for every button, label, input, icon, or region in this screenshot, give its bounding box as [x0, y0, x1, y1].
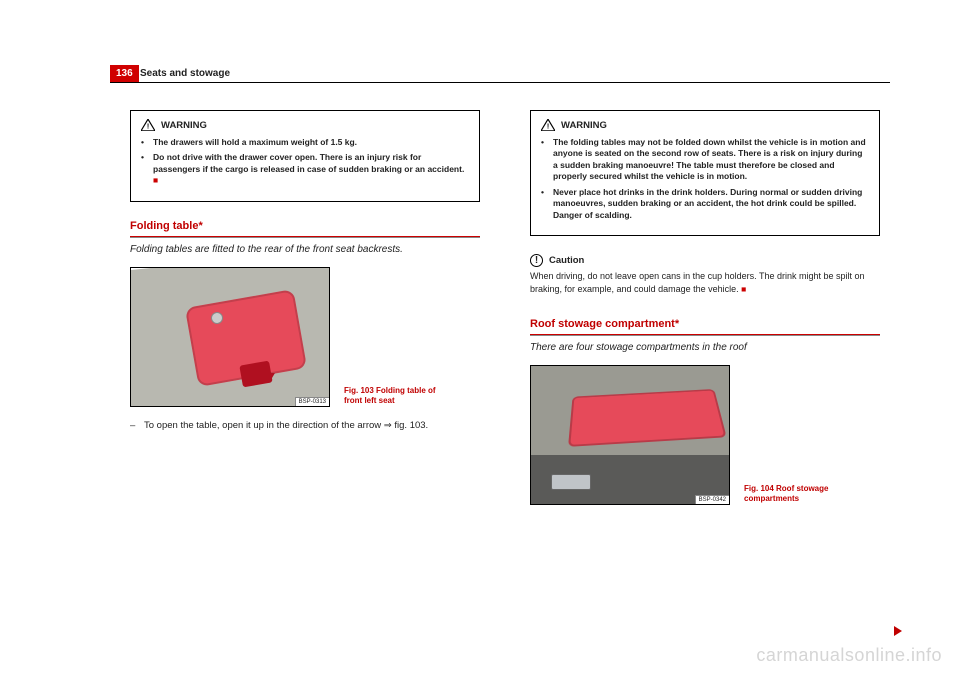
section-subtitle: Folding tables are fitted to the rear of… [130, 244, 480, 255]
figure-code: BSP-0313 [295, 397, 329, 406]
figure-row: BSP-0342 Fig. 104 Roof stowage compartme… [530, 365, 880, 505]
warning-item: Never place hot drinks in the drink hold… [541, 187, 869, 221]
caution-label: Caution [549, 255, 584, 266]
section-subtitle: There are four stowage compartments in t… [530, 342, 880, 353]
caution-circle-icon: ! [530, 254, 543, 267]
warning-header: ! WARNING [541, 119, 869, 131]
section-header: Seats and stowage [140, 68, 230, 79]
figure-103-caption: Fig. 103 Folding table of front left sea… [344, 386, 454, 407]
figure-103-image: BSP-0313 [130, 267, 330, 407]
warning-list: The drawers will hold a maximum weight o… [141, 137, 469, 187]
section-title: Folding table* [130, 220, 480, 232]
right-column: ! WARNING The folding tables may not be … [530, 110, 880, 638]
warning-item: The folding tables may not be folded dow… [541, 137, 869, 183]
section-rule [130, 236, 480, 238]
warning-triangle-icon: ! [141, 119, 155, 131]
warning-label: WARNING [561, 120, 607, 131]
warning-label: WARNING [161, 120, 207, 131]
instruction-step: To open the table, open it up in the dir… [130, 419, 480, 432]
page-number: 136 [110, 65, 139, 82]
caution-header: ! Caution [530, 254, 880, 267]
left-column: ! WARNING The drawers will hold a maximu… [130, 110, 480, 638]
svg-text:!: ! [547, 124, 549, 131]
figure-link: ⇒ fig. 103 [384, 420, 426, 431]
figure-104-caption: Fig. 104 Roof stowage compartments [744, 484, 854, 505]
section-rule [530, 334, 880, 336]
content-columns: ! WARNING The drawers will hold a maximu… [130, 110, 880, 638]
figure-104-image: BSP-0342 [530, 365, 730, 505]
figure-row: BSP-0313 Fig. 103 Folding table of front… [130, 267, 480, 407]
figure-code: BSP-0342 [695, 495, 729, 504]
header-rule [110, 82, 890, 83]
continue-arrow-icon [894, 626, 902, 636]
warning-triangle-icon: ! [541, 119, 555, 131]
warning-item: The drawers will hold a maximum weight o… [141, 137, 469, 148]
end-marker-icon: ■ [741, 284, 746, 294]
warning-header: ! WARNING [141, 119, 469, 131]
warning-box-left: ! WARNING The drawers will hold a maximu… [130, 110, 480, 202]
warning-box-right: ! WARNING The folding tables may not be … [530, 110, 880, 236]
watermark: carmanualsonline.info [756, 645, 942, 666]
warning-item: Do not drive with the drawer cover open.… [141, 152, 469, 186]
section-title: Roof stowage compartment* [530, 318, 880, 330]
warning-list: The folding tables may not be folded dow… [541, 137, 869, 221]
svg-text:!: ! [147, 124, 149, 131]
caution-text: When driving, do not leave open cans in … [530, 270, 880, 295]
end-marker-icon: ■ [153, 175, 158, 185]
